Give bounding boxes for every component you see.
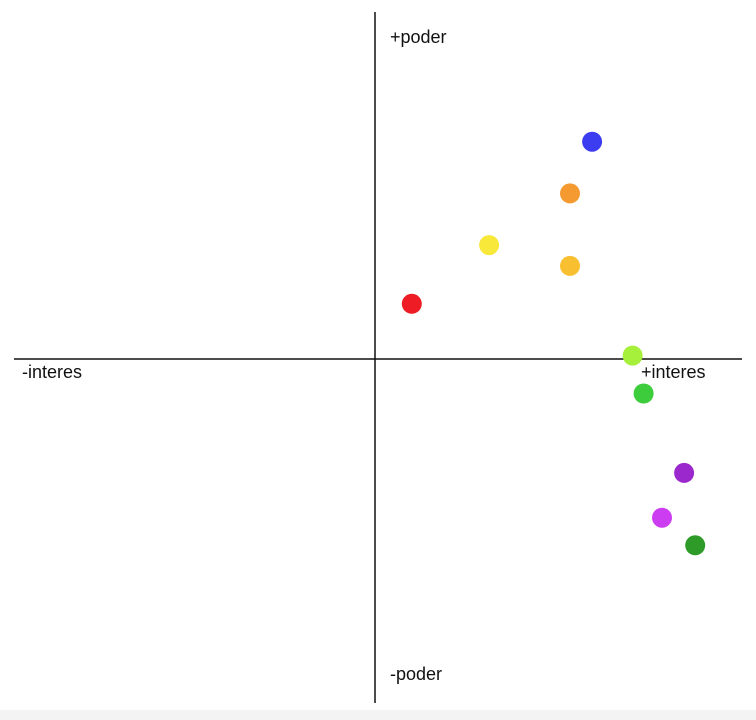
label-plus-interes: +interes [641, 362, 706, 382]
data-point-4 [560, 255, 580, 276]
bottom-strip [0, 710, 756, 720]
label-minus-interes: -interes [22, 362, 83, 382]
data-point-9 [652, 507, 672, 528]
data-point-6 [622, 345, 643, 366]
data-point-7 [633, 383, 654, 404]
data-point-10 [685, 535, 706, 556]
data-point-5 [401, 293, 422, 314]
data-points [401, 131, 706, 556]
data-point-3 [479, 235, 500, 256]
data-point-1 [582, 131, 603, 152]
label-minus-poder: -poder [390, 664, 443, 684]
label-plus-poder: +poder [390, 27, 447, 47]
data-point-2 [560, 183, 580, 204]
data-point-8 [674, 462, 695, 483]
